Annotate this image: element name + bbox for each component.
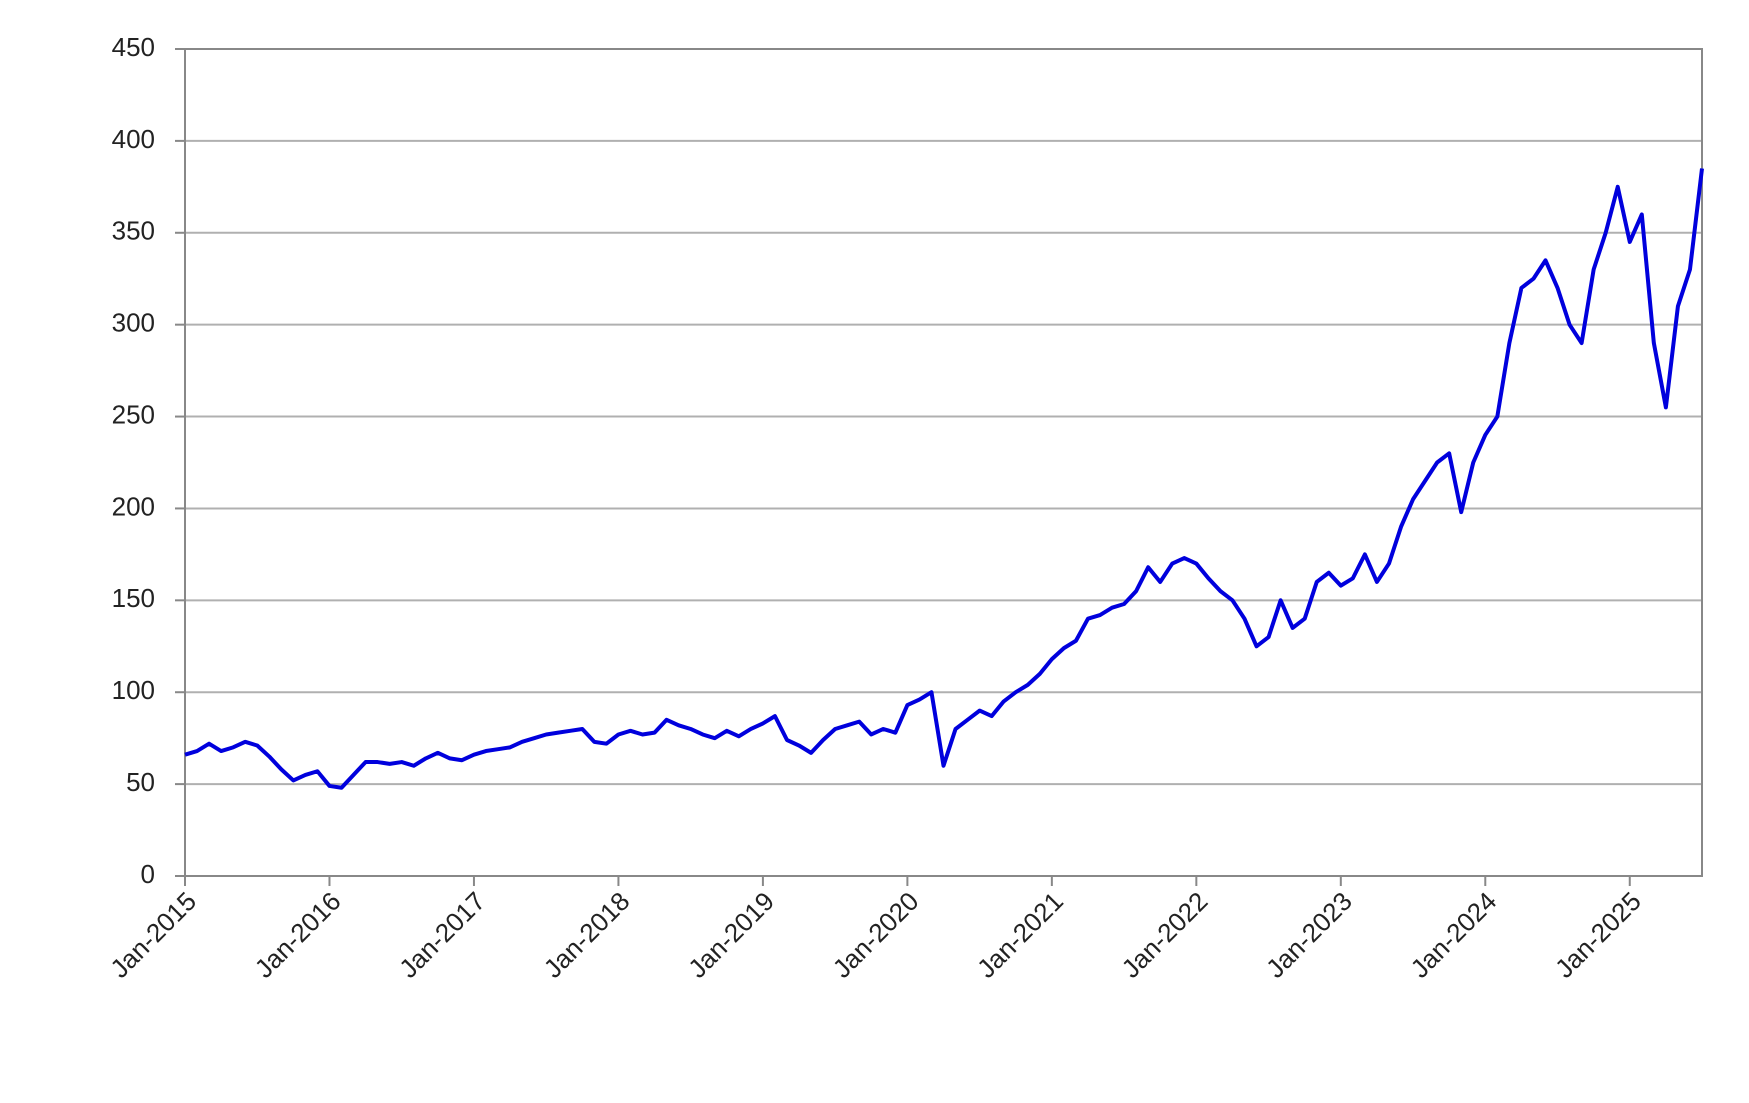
x-tick-label: Jan-2015: [104, 886, 202, 984]
plot-frame: [184, 48, 1703, 877]
x-tick-label: Jan-2018: [538, 886, 636, 984]
y-tick-label: 200: [112, 491, 155, 521]
x-tick-label: Jan-2016: [249, 886, 347, 984]
x-tick-label: Jan-2023: [1260, 886, 1358, 984]
y-tick-label: 0: [141, 859, 155, 889]
y-tick-label: 300: [112, 308, 155, 338]
x-tick-label: Jan-2021: [971, 886, 1069, 984]
x-tick-label: Jan-2017: [393, 886, 491, 984]
data-line: [184, 168, 1704, 790]
y-tick-label: 150: [112, 583, 155, 613]
x-tick-label: Jan-2025: [1549, 886, 1647, 984]
y-tick-label: 100: [112, 675, 155, 705]
y-tick-label: 450: [112, 32, 155, 62]
y-tick-label: 400: [112, 124, 155, 154]
x-tick-label: Jan-2022: [1116, 886, 1214, 984]
x-tick-label: Jan-2019: [682, 886, 780, 984]
x-tick-label: Jan-2024: [1405, 886, 1503, 984]
x-tick-label: Jan-2020: [827, 886, 925, 984]
y-tick-label: 250: [112, 399, 155, 429]
y-tick-label: 350: [112, 216, 155, 246]
y-tick-label: 50: [126, 767, 155, 797]
